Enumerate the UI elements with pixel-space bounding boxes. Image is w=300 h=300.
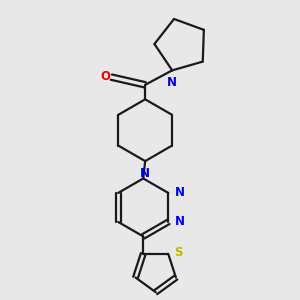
Text: S: S (174, 246, 182, 259)
Text: O: O (100, 70, 111, 83)
Text: N: N (140, 167, 150, 180)
Text: N: N (167, 76, 177, 89)
Text: N: N (175, 187, 185, 200)
Text: N: N (175, 215, 185, 228)
